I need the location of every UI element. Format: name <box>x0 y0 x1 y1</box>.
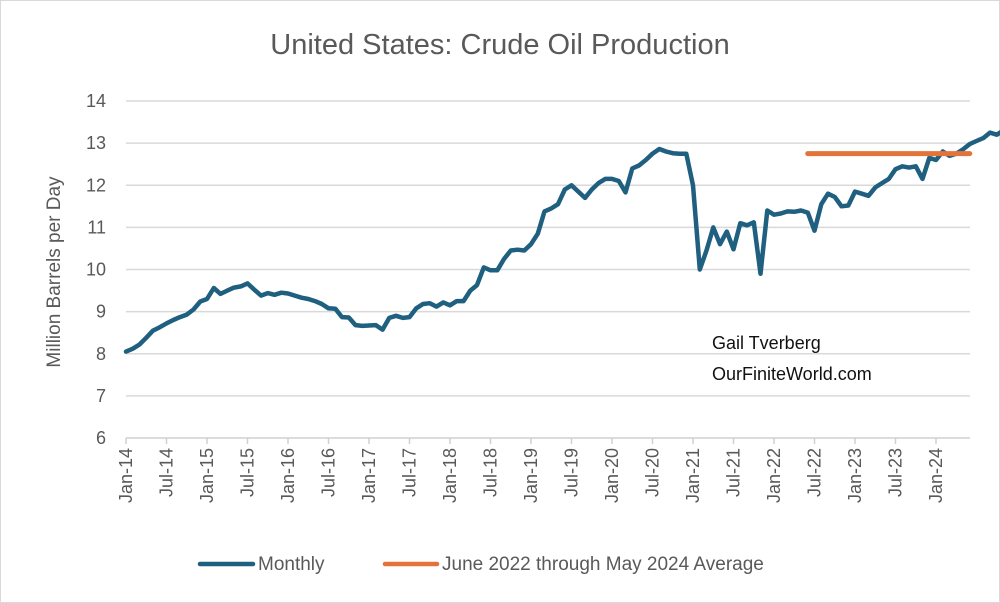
x-tick-label: Jan-23 <box>845 448 865 503</box>
x-tick-label: Jul-21 <box>724 448 744 497</box>
y-tick-label: 7 <box>96 386 106 406</box>
y-tick-label: 8 <box>96 344 106 364</box>
x-tick-label: Jul-23 <box>886 448 906 497</box>
x-tick-label: Jan-24 <box>926 448 946 503</box>
x-tick-label: Jan-21 <box>683 448 703 503</box>
series-group <box>123 130 1000 354</box>
series-line-monthly <box>123 130 1000 354</box>
x-tick-label: Jan-20 <box>602 448 622 503</box>
x-tick-label: Jul-17 <box>400 448 420 497</box>
x-tick-label: Jan-18 <box>440 448 460 503</box>
x-tick-label: Jul-14 <box>157 448 177 497</box>
x-axis: Jan-14 Jul-14 Jan-15 Jul-15 Jan-16 Jul-16 Jan-… <box>116 437 970 503</box>
y-tick-label: 14 <box>86 91 106 111</box>
legend-label-average: June 2022 through May 2024 Average <box>442 554 764 575</box>
x-tick-label: Jan-22 <box>764 448 784 503</box>
y-tick-label: 12 <box>86 175 106 195</box>
annotation-author: Gail Tverberg <box>712 333 821 353</box>
x-tick-label: Jan-17 <box>359 448 379 503</box>
x-tick-label: Jul-20 <box>643 448 663 497</box>
x-tick-label: Jul-22 <box>805 448 825 497</box>
legend: Monthly June 2022 through May 2024 Avera… <box>197 554 764 575</box>
x-tick-label: Jan-14 <box>116 448 136 503</box>
x-tick-label: Jan-15 <box>197 448 217 503</box>
annotation-website: OurFiniteWorld.com <box>712 364 872 384</box>
y-tick-label: 11 <box>87 217 106 237</box>
gridlines <box>126 100 970 397</box>
x-tick-label: Jan-16 <box>278 448 298 503</box>
y-tick-label: 10 <box>86 260 106 280</box>
legend-label-monthly: Monthly <box>258 554 325 575</box>
chart-title: United States: Crude Oil Production <box>270 29 729 61</box>
y-tick-label: 9 <box>96 302 106 322</box>
y-axis-label: Million Barrels per Day <box>44 176 65 368</box>
x-tick-label: Jul-19 <box>562 448 582 497</box>
y-tick-label: 13 <box>86 133 106 153</box>
x-tick-label: Jul-15 <box>238 448 258 497</box>
x-tick-label: Jul-18 <box>481 448 501 497</box>
y-axis-ticks: 6 7 8 9 10 11 12 13 14 <box>86 91 106 448</box>
x-tick-label: Jul-16 <box>319 448 339 497</box>
x-tick-label: Jan-19 <box>521 448 541 503</box>
y-tick-label: 6 <box>96 428 106 448</box>
